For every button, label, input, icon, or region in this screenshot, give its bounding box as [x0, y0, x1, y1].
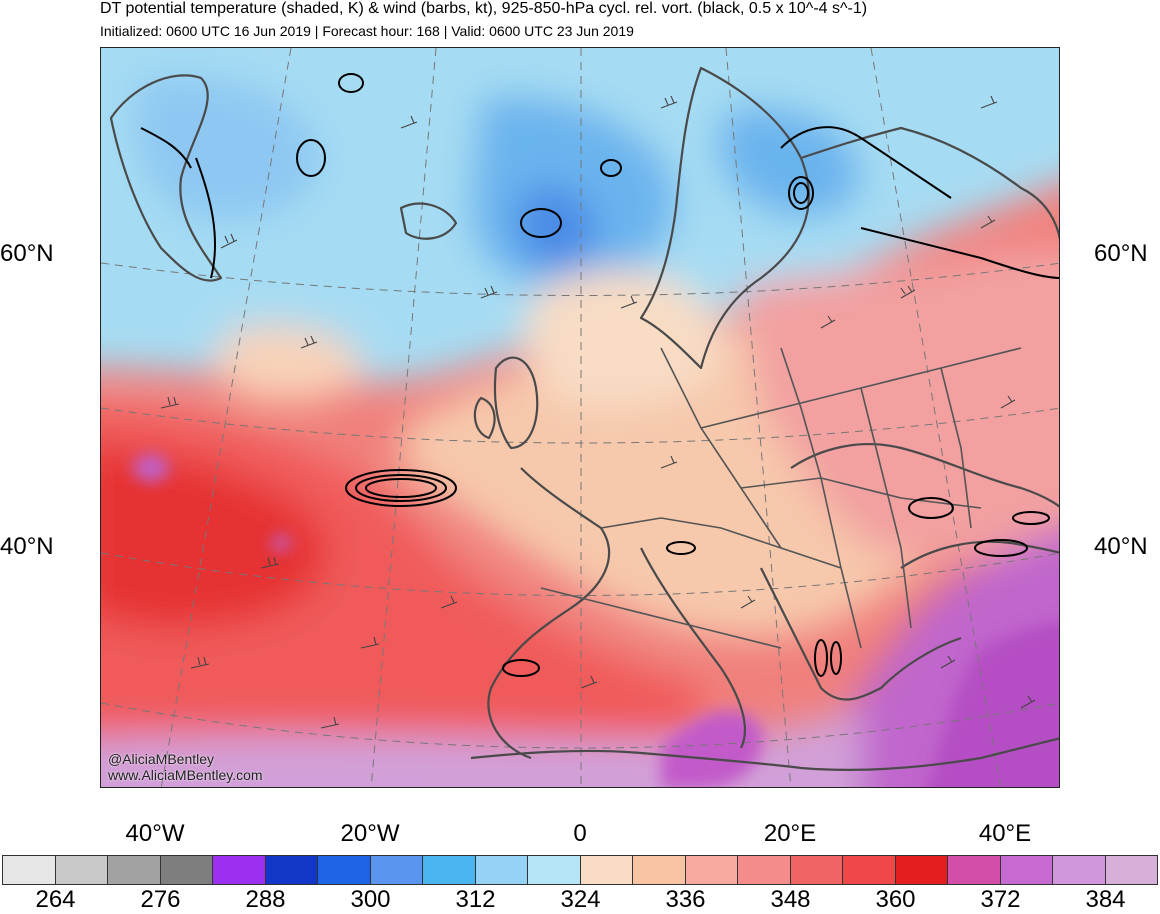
colorbar-swatch [527, 855, 581, 885]
graticule [101, 48, 1059, 787]
colorbar-swatch [999, 855, 1053, 885]
colorbar-swatch [894, 855, 948, 885]
lon-label-0: 0 [573, 820, 587, 847]
lon-label-40e: 40°E [978, 820, 1032, 847]
colorbar-swatch [159, 855, 213, 885]
colorbar-swatch [317, 855, 371, 885]
colorbar-tick-label: 372 [980, 886, 1021, 913]
colorbar-swatch [54, 855, 108, 885]
coastlines [109, 66, 1059, 772]
colorbar-swatch [789, 855, 843, 885]
map-panel [100, 47, 1060, 788]
colorbar-swatch [369, 855, 423, 885]
credit-url: www.AliciaMBentley.com [108, 767, 263, 783]
colorbar-tick-label: 312 [455, 886, 496, 913]
credit-handle: @AliciaMBentley [108, 751, 215, 767]
colorbar-swatch [1104, 855, 1158, 885]
colorbar-swatch [422, 855, 476, 885]
colorbar-tick-label: 336 [665, 886, 706, 913]
colorbar-tick-label: 360 [875, 886, 916, 913]
colorbar-swatch [737, 855, 791, 885]
lon-label-20w: 20°W [340, 820, 400, 847]
forecast-info: Initialized: 0600 UTC 16 Jun 2019 | Fore… [100, 23, 634, 39]
colorbar-tick-label: 288 [245, 886, 286, 913]
lat-label-40n: 40°N [0, 533, 54, 560]
colorbar-tick-label: 264 [35, 886, 76, 913]
colorbar-swatch [2, 855, 56, 885]
lat-label-40n-right: 40°N [1094, 533, 1148, 560]
wind-barbs [160, 95, 1036, 729]
colorbar-swatch [842, 855, 896, 885]
lon-label-40w: 40°W [125, 820, 185, 847]
colorbar-swatch [1052, 855, 1106, 885]
colorbar-swatch [474, 855, 528, 885]
colorbar-swatch [107, 855, 161, 885]
lat-label-60n-right: 60°N [1094, 240, 1148, 267]
colorbar-swatch [579, 855, 633, 885]
lat-label-60n: 60°N [0, 240, 54, 267]
chart-title: DT potential temperature (shaded, K) & w… [100, 0, 868, 17]
colorbar-swatch [264, 855, 318, 885]
colorbar-swatch [684, 855, 738, 885]
temperature-field [101, 48, 1059, 787]
political-borders [540, 347, 1022, 649]
colorbar-tick-label: 348 [770, 886, 811, 913]
colorbar-tick-label: 324 [560, 886, 601, 913]
colorbar-swatch [632, 855, 686, 885]
colorbar-swatch [947, 855, 1001, 885]
colorbar-tick-label: 300 [350, 886, 391, 913]
colorbar-tick-label: 276 [140, 886, 181, 913]
colorbar-swatch [212, 855, 266, 885]
vorticity-contours [140, 73, 1059, 677]
lon-label-20e: 20°E [763, 820, 817, 847]
map-canvas [101, 48, 1059, 787]
colorbar [2, 855, 1158, 885]
colorbar-tick-label: 384 [1085, 886, 1126, 913]
